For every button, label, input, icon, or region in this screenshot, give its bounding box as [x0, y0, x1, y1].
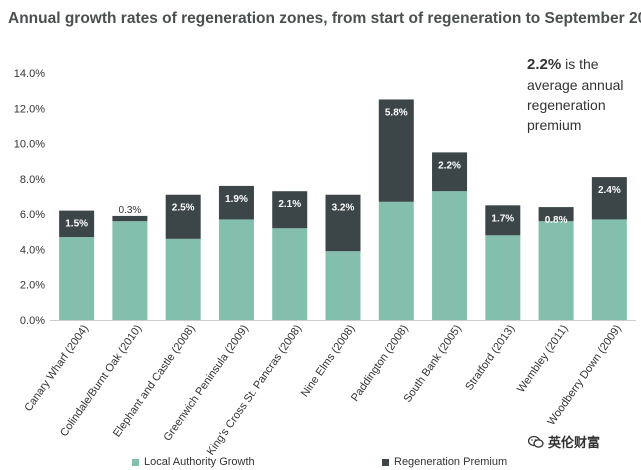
bar-segment-regeneration-premium — [59, 210, 95, 238]
annotation-line-1: 2.2% is the — [527, 54, 624, 75]
y-tick-label: 14.0% — [14, 68, 45, 80]
bar-segment-regeneration-premium — [485, 205, 521, 236]
bar-segment-regeneration-premium — [538, 207, 574, 222]
legend-swatch-regeneration-premium — [382, 458, 389, 466]
wechat-icon — [528, 435, 544, 448]
data-label: 2.4% — [598, 185, 621, 196]
bar-segment-local-authority-growth — [378, 201, 414, 320]
bar-segment-local-authority-growth — [485, 235, 521, 320]
watermark-text: 英伦财富 — [548, 435, 601, 450]
bar-segment-local-authority-growth — [591, 219, 627, 320]
bar-segment-local-authority-growth — [538, 221, 574, 320]
bar-segment-regeneration-premium — [272, 191, 308, 229]
bar-segment-local-authority-growth — [112, 221, 148, 320]
legend-label-regeneration-premium: Regeneration Premium — [394, 456, 508, 468]
data-label: 1.5% — [65, 219, 88, 230]
data-label: 1.9% — [225, 194, 248, 205]
x-category-label: Nine Elms (2008) — [299, 323, 358, 399]
data-label: 2.1% — [278, 199, 301, 210]
annotation-line-4: premium — [527, 117, 582, 133]
data-label: 5.8% — [385, 107, 408, 118]
bar-segment-local-authority-growth — [325, 251, 361, 320]
y-tick-label: 2.0% — [20, 280, 45, 292]
y-tick-label: 4.0% — [20, 244, 45, 256]
bar-segment-regeneration-premium — [432, 152, 468, 192]
bar-segment-regeneration-premium — [218, 185, 254, 220]
bar-segment-regeneration-premium — [165, 194, 201, 239]
legend-swatch-local-authority-growth — [132, 458, 139, 466]
bar-segment-regeneration-premium — [112, 215, 148, 222]
bar-segment-local-authority-growth — [59, 237, 95, 320]
chart-title: Annual growth rates of regeneration zone… — [8, 10, 641, 27]
x-category-label: Paddington (2008) — [349, 323, 411, 404]
premium-annotation: 2.2% is the average annual regeneration … — [527, 54, 624, 135]
y-tick-label: 8.0% — [20, 174, 45, 186]
x-category-label: Wembley (2011) — [515, 323, 571, 395]
bar-segment-local-authority-growth — [432, 191, 468, 320]
legend-label-local-authority-growth: Local Authority Growth — [144, 456, 255, 468]
annotation-line-2: average annual — [527, 77, 624, 93]
annotation-highlight: 2.2% — [527, 56, 562, 73]
x-category-label: King's Cross St. Pancras (2008) — [205, 323, 304, 458]
bar-segment-regeneration-premium — [591, 177, 627, 220]
data-label: 3.2% — [332, 203, 355, 214]
bar-segment-local-authority-growth — [218, 219, 254, 320]
watermark: 英伦财富 — [528, 432, 600, 451]
bar-segment-regeneration-premium — [378, 99, 414, 202]
data-label: 1.7% — [491, 213, 514, 224]
x-category-label: Stratford (2013) — [463, 323, 517, 393]
y-tick-label: 10.0% — [14, 139, 45, 151]
data-label: 0.3% — [119, 205, 142, 216]
annotation-line-3: regeneration — [527, 97, 606, 113]
legend: Local Authority Growth Regeneration Prem… — [0, 456, 641, 470]
y-tick-label: 0.0% — [20, 315, 45, 327]
data-label: 2.5% — [172, 203, 195, 214]
data-label: 0.8% — [545, 215, 568, 226]
bar-segment-local-authority-growth — [272, 228, 308, 320]
y-tick-label: 6.0% — [20, 209, 45, 221]
legend-item-regeneration-premium: Regeneration Premium — [382, 456, 507, 468]
annotation-text-1: is the — [565, 56, 599, 72]
bar-segment-local-authority-growth — [165, 238, 201, 320]
legend-item-local-authority-growth: Local Authority Growth — [132, 456, 255, 468]
data-label: 2.2% — [438, 160, 461, 171]
x-category-label: South Bank (2005) — [402, 323, 464, 405]
y-tick-label: 12.0% — [14, 103, 45, 115]
bar-segment-regeneration-premium — [325, 194, 361, 252]
